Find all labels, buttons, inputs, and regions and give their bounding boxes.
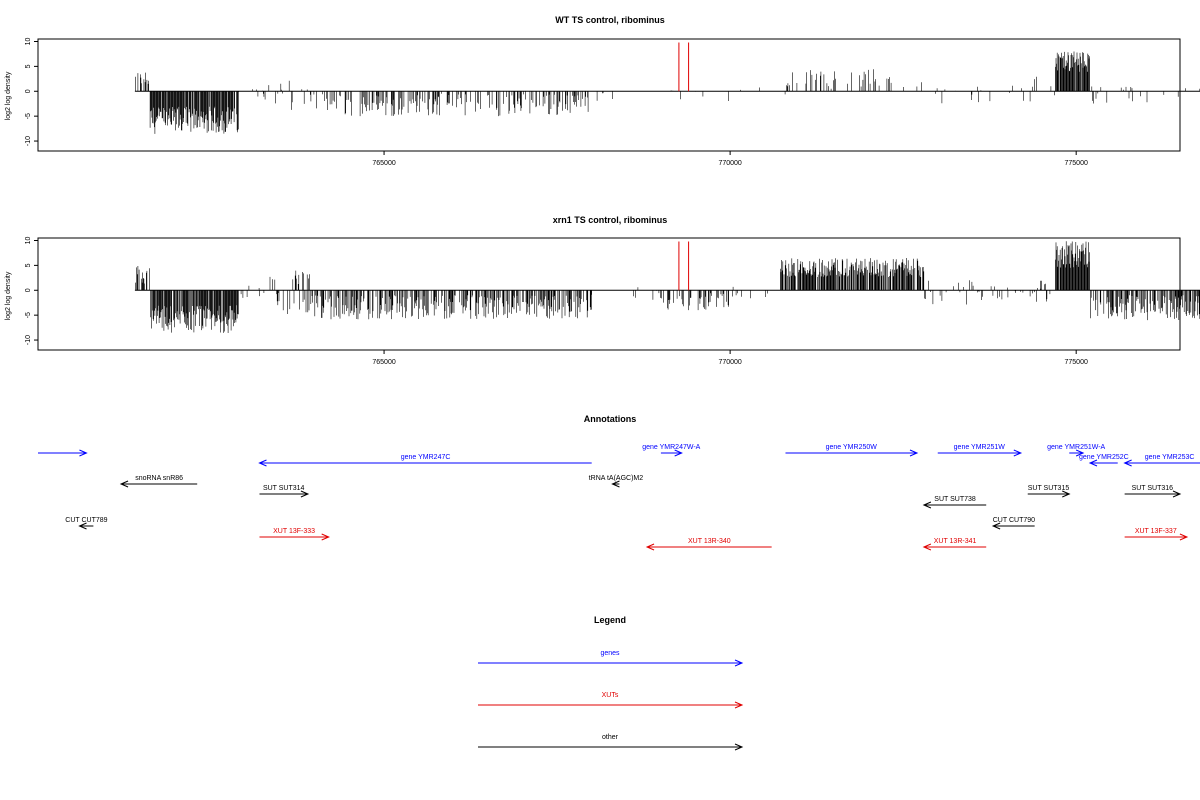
feature-arrowhead xyxy=(78,522,87,530)
feature-arrowhead xyxy=(1062,490,1071,498)
feature-arrowhead xyxy=(1179,533,1189,541)
x-tick-label: 765000 xyxy=(372,359,395,366)
y-axis-label: log2 log density xyxy=(5,71,12,120)
feature-arrowhead xyxy=(321,533,330,541)
feature-label: gene YMR250W xyxy=(826,444,878,451)
panel-title: WT TS control, ribominus xyxy=(555,15,665,25)
feature-arrowhead xyxy=(922,501,932,509)
y-tick-label: -10 xyxy=(25,136,32,146)
y-tick-label: 5 xyxy=(25,263,32,267)
feature-label: gene YMR252C xyxy=(1079,454,1129,461)
panel-title: xrn1 TS control, ribominus xyxy=(553,215,668,225)
legend-arrowhead xyxy=(734,743,744,751)
feature-arrowhead xyxy=(1088,459,1098,467)
legend-items: genes XUTs other xyxy=(478,650,744,751)
density-bars xyxy=(135,241,1200,333)
feature-arrowhead xyxy=(1013,449,1023,457)
feature-arrowhead xyxy=(909,449,919,457)
feature-arrowhead xyxy=(674,449,683,457)
legend: Legend genes XUTs other xyxy=(478,615,744,751)
feature-label: SUT SUT738 xyxy=(934,496,976,503)
feature-arrowhead xyxy=(922,543,932,551)
feature-label: XUT 13F-333 xyxy=(273,528,315,535)
legend-arrowhead xyxy=(734,701,744,709)
red-markers xyxy=(678,42,690,92)
feature-arrowhead xyxy=(645,543,655,551)
feature-arrowhead xyxy=(1172,490,1182,498)
plot-frame xyxy=(37,38,1181,152)
y-tick-label: 0 xyxy=(25,288,32,292)
feature-label: XUT 13F-337 xyxy=(1135,528,1177,535)
x-tick-label: 765000 xyxy=(372,160,395,167)
axis-ticks: 10 5 0 -5 -10 765000 770000 775000 xyxy=(25,37,1088,167)
feature-arrowhead xyxy=(300,490,310,498)
annotations-title: Annotations xyxy=(584,414,637,424)
axis-ticks: 10 5 0 -5 -10 765000 770000 775000 xyxy=(25,236,1088,366)
feature-arrowhead xyxy=(258,459,267,467)
y-tick-label: 10 xyxy=(25,236,32,244)
y-tick-label: 0 xyxy=(25,89,32,93)
y-tick-label: 5 xyxy=(25,64,32,68)
x-tick-label: 775000 xyxy=(1065,160,1088,167)
feature-label: tRNA tA(AGC)M2 xyxy=(589,475,644,482)
density-bars xyxy=(135,51,1200,134)
legend-title: Legend xyxy=(594,615,626,625)
feature-arrows: gene YMR247C gene YMR247W-A gene YMR250W ge… xyxy=(38,444,1200,551)
x-tick-label: 775000 xyxy=(1065,359,1088,366)
feature-label: SUT SUT315 xyxy=(1028,485,1070,492)
feature-label: gene YMR247C xyxy=(401,454,451,461)
feature-label: gene YMR253C xyxy=(1145,454,1195,461)
xrn1-density-panel: xrn1 TS control, ribominus log2 log dens… xyxy=(5,215,1200,366)
legend-arrowhead xyxy=(734,659,744,667)
feature-arrowhead xyxy=(1123,459,1132,467)
x-tick-label: 770000 xyxy=(718,359,741,366)
feature-label: CUT CUT790 xyxy=(993,517,1035,524)
feature-arrowhead xyxy=(79,449,88,457)
feature-label: XUT 13R-341 xyxy=(934,538,977,545)
feature-label: SUT SUT316 xyxy=(1132,485,1174,492)
y-tick-label: -5 xyxy=(25,113,32,119)
feature-label: CUT CUT789 xyxy=(65,517,107,524)
legend-label: XUTs xyxy=(602,692,619,699)
feature-label: gene YMR251W xyxy=(954,444,1006,451)
feature-arrowhead xyxy=(1075,449,1085,457)
y-axis-label: log2 log density xyxy=(5,271,12,320)
feature-label: snoRNA snR86 xyxy=(135,475,183,482)
feature-label: gene YMR251W-A xyxy=(1047,444,1105,451)
feature-label: XUT 13R-340 xyxy=(688,538,731,545)
feature-arrowhead xyxy=(991,522,1001,530)
legend-label: genes xyxy=(600,650,620,657)
y-tick-label: 10 xyxy=(25,37,32,45)
wt-density-panel: WT TS control, ribominus log2 log densit… xyxy=(5,15,1200,167)
feature-label: SUT SUT314 xyxy=(263,485,305,492)
y-tick-label: -10 xyxy=(25,335,32,345)
feature-arrowhead xyxy=(611,480,620,488)
legend-label: other xyxy=(602,734,619,741)
red-markers xyxy=(678,241,690,291)
y-tick-label: -5 xyxy=(25,312,32,318)
feature-label: gene YMR247W-A xyxy=(642,444,700,451)
feature-arrowhead xyxy=(119,480,129,488)
x-tick-label: 770000 xyxy=(718,160,741,167)
